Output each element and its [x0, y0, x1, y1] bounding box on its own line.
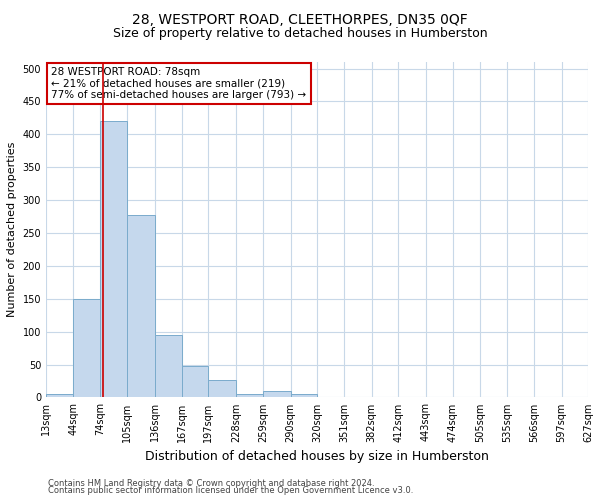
Text: Contains HM Land Registry data © Crown copyright and database right 2024.: Contains HM Land Registry data © Crown c… — [48, 478, 374, 488]
Y-axis label: Number of detached properties: Number of detached properties — [7, 142, 17, 318]
Bar — [100, 121, 127, 398]
Text: Contains public sector information licensed under the Open Government Licence v3: Contains public sector information licen… — [48, 486, 413, 495]
Bar — [263, 391, 290, 398]
Bar — [46, 394, 73, 398]
Bar — [317, 397, 344, 398]
Bar — [155, 335, 182, 398]
Text: Size of property relative to detached houses in Humberston: Size of property relative to detached ho… — [113, 28, 487, 40]
Text: 28 WESTPORT ROAD: 78sqm
← 21% of detached houses are smaller (219)
77% of semi-d: 28 WESTPORT ROAD: 78sqm ← 21% of detache… — [52, 67, 307, 100]
Bar — [127, 215, 155, 398]
Bar — [236, 394, 263, 398]
Bar — [182, 366, 208, 398]
Bar — [290, 394, 317, 398]
Bar — [208, 380, 236, 398]
Text: 28, WESTPORT ROAD, CLEETHORPES, DN35 0QF: 28, WESTPORT ROAD, CLEETHORPES, DN35 0QF — [132, 12, 468, 26]
X-axis label: Distribution of detached houses by size in Humberston: Distribution of detached houses by size … — [145, 450, 489, 463]
Bar — [73, 299, 100, 398]
